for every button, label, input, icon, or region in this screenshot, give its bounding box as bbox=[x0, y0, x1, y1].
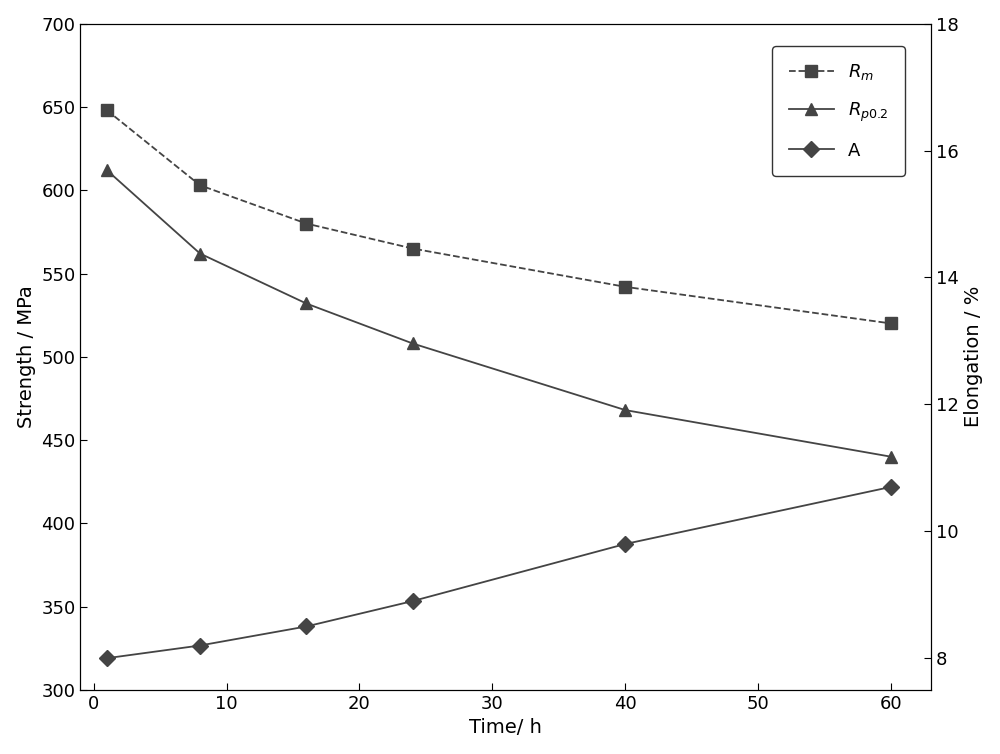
A bbox=[194, 641, 206, 650]
$R_{m}$ bbox=[194, 181, 206, 190]
$R_{p0.2}$ bbox=[194, 249, 206, 258]
Y-axis label: Elongation / %: Elongation / % bbox=[964, 286, 983, 428]
A bbox=[885, 483, 897, 492]
$R_{p0.2}$ bbox=[407, 339, 419, 348]
$R_{m}$ bbox=[619, 282, 631, 291]
Line: A: A bbox=[101, 481, 897, 664]
$R_{m}$ bbox=[300, 219, 312, 228]
A bbox=[619, 539, 631, 548]
$R_{p0.2}$ bbox=[619, 406, 631, 415]
X-axis label: Time/ h: Time/ h bbox=[469, 719, 542, 737]
$R_{p0.2}$ bbox=[300, 299, 312, 308]
Line: $R_{m}$: $R_{m}$ bbox=[101, 105, 897, 329]
Y-axis label: Strength / MPa: Strength / MPa bbox=[17, 286, 36, 428]
Line: $R_{p0.2}$: $R_{p0.2}$ bbox=[101, 164, 897, 463]
$R_{p0.2}$ bbox=[101, 166, 113, 175]
$R_{m}$ bbox=[101, 106, 113, 115]
$R_{p0.2}$ bbox=[885, 452, 897, 461]
$R_{m}$ bbox=[885, 319, 897, 328]
Legend: $R_{m}$, $R_{p0.2}$, A: $R_{m}$, $R_{p0.2}$, A bbox=[772, 46, 905, 176]
A bbox=[407, 596, 419, 605]
$R_{m}$ bbox=[407, 244, 419, 253]
A bbox=[101, 654, 113, 663]
A bbox=[300, 622, 312, 631]
